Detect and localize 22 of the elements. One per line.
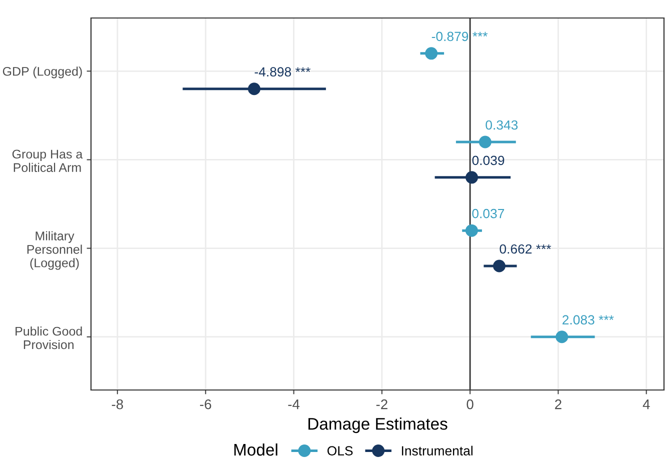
legend-label: Instrumental [402, 446, 472, 456]
x-tick-label: -6 [200, 399, 212, 410]
y-tick-label: Group Has a Political Arm [12, 150, 83, 172]
x-tick-label: 0 [466, 399, 474, 410]
x-tick-label: -4 [288, 400, 300, 410]
y-tick-label: GDP (Logged) [2, 66, 82, 78]
data-label: 0.343 [486, 120, 518, 130]
y-tick-label: Public Good Provision [16, 326, 82, 350]
legend-title: Model [234, 443, 278, 456]
legend-label: OLS [327, 446, 353, 456]
x-tick-label: -2 [376, 399, 388, 410]
x-axis-title: Damage Estimates [308, 418, 448, 434]
y-tick-label: Military Personnel (Logged) [27, 231, 82, 270]
x-tick-label: -8 [112, 399, 124, 410]
x-tick-label: 2 [555, 399, 562, 410]
data-label: 2.083 *** [562, 315, 614, 325]
data-label: 0.039 [472, 156, 504, 166]
data-label: -4.898 *** [254, 67, 310, 77]
data-label: -0.879 *** [432, 32, 488, 42]
data-label: 0.037 [472, 208, 504, 218]
data-label: 0.662 *** [500, 244, 552, 254]
x-tick-label: 4 [642, 400, 650, 410]
